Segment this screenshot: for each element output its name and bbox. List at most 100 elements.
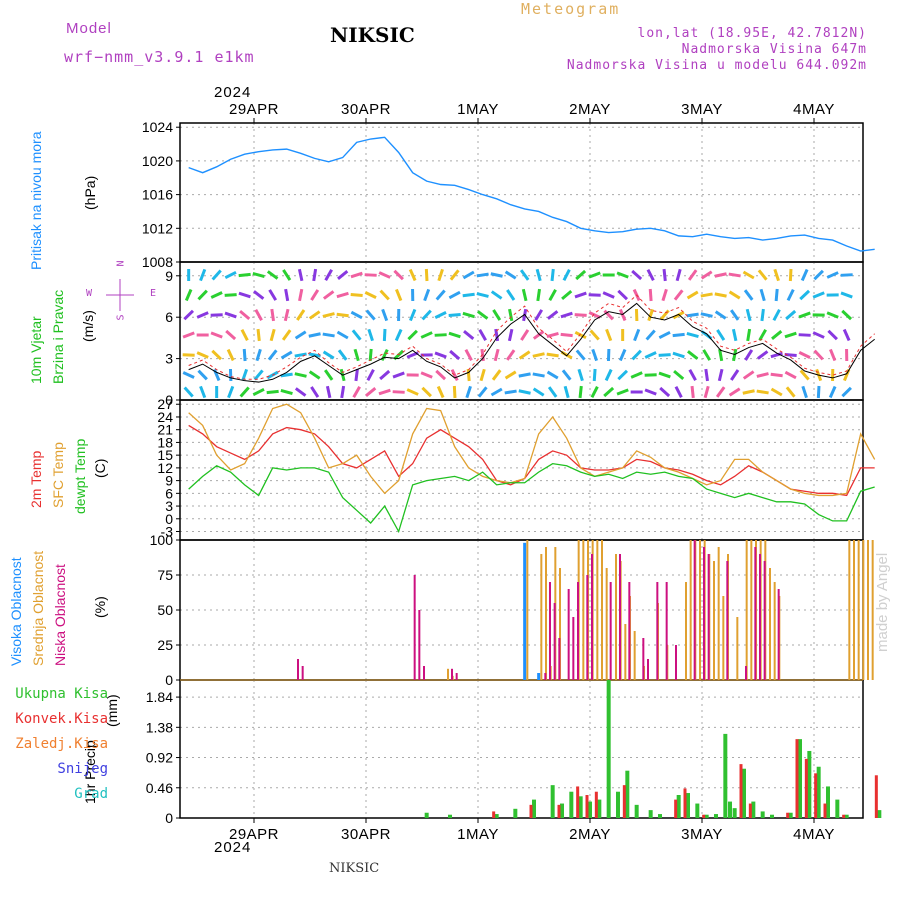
wind-arrow-icon [729,309,740,321]
wind-arrow-icon [829,348,837,362]
wind-arrow-icon [466,368,471,382]
wind-arrow-icon [238,291,251,299]
wind-arrow-icon [436,385,445,399]
wind-arrow-icon [353,348,360,362]
conv-precip-bar [795,739,799,818]
wind-arrow-icon [674,385,683,399]
low-cloud-bar [423,666,425,680]
high-cloud-bar [523,542,527,680]
total-precip-bar [606,680,611,818]
x-tick-label-bottom: 29APR [229,826,279,843]
wind-arrow-icon [409,308,417,322]
wind-arrow-icon [420,371,433,379]
wind-arrow-icon [434,311,447,319]
low-cloud-bar [675,645,677,680]
wind-arrow-icon [562,268,571,282]
conv-precip-bar [804,758,808,818]
wind-arrow-icon [351,329,362,341]
mid-cloud-bar [596,540,599,680]
wind-arrow-icon [591,348,599,362]
wind-arrow-icon [745,308,752,322]
wind-arrow-icon [322,290,335,300]
y-tick-label: 6 [165,485,173,501]
wind-arrow-icon [785,386,796,398]
wind-arrow-icon [280,372,293,378]
wind-arrow-icon [308,352,321,358]
wind-arrow-icon [310,289,320,301]
wind-arrow-icon [662,268,667,282]
wind-arrow-icon [464,348,473,362]
wind-arrow-icon [728,290,741,300]
wind-arrow-icon [435,289,446,301]
wind-arrow-icon [308,310,321,320]
temp-2m-line [188,424,875,497]
low-cloud-bar [777,589,780,680]
wind-arrow-icon [310,386,320,398]
low-cloud-bar [707,554,710,680]
conv-precip-bar [529,804,533,818]
wind-arrow-icon [421,386,432,398]
wind-arrow-icon [603,309,614,321]
conv-precip-bar [842,814,846,818]
compass-e: E [150,288,157,299]
y-tick-label: 1.84 [146,689,173,705]
wind-arrow-icon [574,291,587,299]
total-precip-bar [560,803,564,818]
wind-arrow-icon [420,331,433,339]
wind-arrow-icon [448,290,461,300]
wind-arrow-icon [424,268,429,282]
conv-precip-bar [492,811,496,818]
total-precip-bar [616,791,620,818]
wind-arrow-icon [479,368,486,382]
total-precip-bar [494,814,499,818]
y-tick-label: 50 [157,602,173,618]
wind-arrow-icon [575,349,586,361]
low-cloud-bar [586,575,589,680]
mid-cloud-bar [773,582,776,680]
wind-arrow-icon [365,387,377,397]
wind-arrow-icon [239,386,250,398]
wind-arrow-icon [434,333,447,337]
wind-arrow-icon [592,368,597,382]
mid-cloud-bar [853,540,855,680]
mid-cloud-bar [722,596,725,680]
wind-arrow-icon [423,288,431,302]
wind-arrow-icon [393,269,404,281]
y-tick-label: 25 [157,637,173,653]
wind-arrow-icon [308,332,321,338]
high-cloud-bar [537,673,541,680]
low-cloud-bar [763,561,766,680]
wind-arrow-icon [462,292,475,298]
conv-precip-bar [874,775,878,818]
wind-arrow-icon [254,309,263,321]
mid-cloud-bar [601,540,603,680]
wind-arrow-icon [294,330,307,340]
x-tick-label-top: 1MAY [457,101,499,118]
wind-arrow-icon [350,310,363,320]
wind-arrow-icon [842,328,851,342]
legend-grad: Grad [74,786,108,802]
wind-arrow-icon [196,311,209,319]
low-cloud-bar [754,547,757,680]
low-cloud-bar [703,547,705,680]
station-title: NIKSIC [330,23,415,47]
wind-arrow-icon [784,370,797,380]
wind-arrow-icon [548,289,557,301]
y-tick-label: 0 [165,810,173,826]
wind-arrow-icon [785,309,797,321]
wind-arrow-icon [184,288,193,302]
wind-arrow-icon [395,288,403,302]
wind-arrow-icon [770,351,783,359]
x-tick-label-bottom: 2MAY [569,826,611,843]
wind-arrow-icon [771,330,783,340]
wind-arrow-icon [742,389,755,395]
total-precip-bar [569,791,574,818]
year-bottom: 2024 [214,839,252,856]
y-tick-label: 24 [157,409,173,425]
wind-arrow-icon [574,313,587,317]
wind-arrow-icon [183,386,194,398]
wind-arrow-icon [408,268,417,282]
wind-arrow-icon [617,289,629,301]
wind-arrow-icon [560,332,573,338]
